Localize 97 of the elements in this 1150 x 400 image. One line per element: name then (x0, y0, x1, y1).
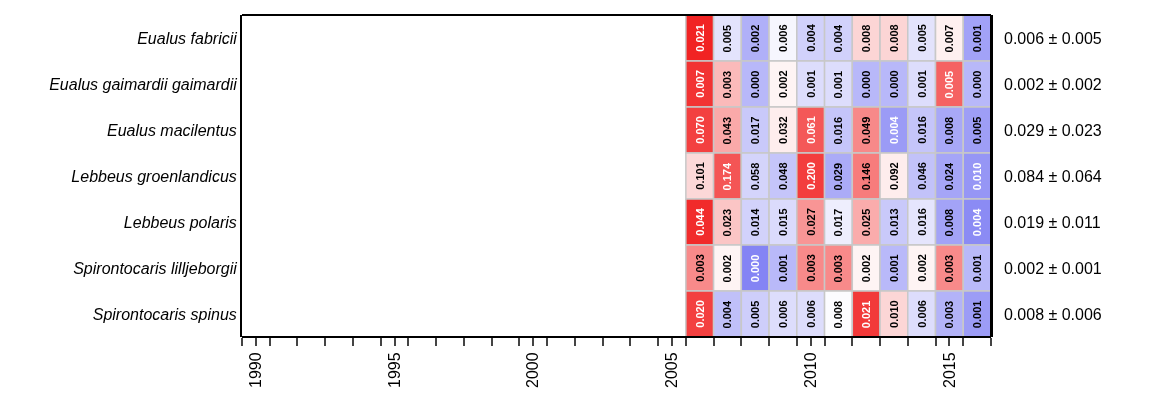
x-tick-label: 2000 (524, 352, 542, 388)
data-label: 0.005 (749, 300, 762, 329)
data-label: 0.017 (832, 208, 845, 237)
data-label: 0.001 (887, 254, 900, 282)
y2-tick-label: 0.084 ± 0.064 (1004, 168, 1102, 185)
data-label: 0.002 (776, 70, 789, 98)
data-label: 0.005 (721, 24, 734, 53)
y-tick-label: Eualus gaimardii gaimardii (49, 75, 238, 93)
data-label: 0.000 (971, 70, 984, 99)
data-label: 0.004 (887, 115, 900, 144)
data-label: 0.010 (887, 300, 900, 328)
data-label: 0.049 (860, 116, 873, 145)
data-label: 0.024 (943, 161, 956, 191)
data-label: 0.003 (943, 300, 956, 329)
data-label: 0.000 (749, 254, 762, 283)
data-label: 0.004 (721, 300, 734, 329)
y2-tick-label: 0.029 ± 0.023 (1004, 122, 1102, 139)
data-label: 0.003 (721, 70, 734, 99)
y-tick-label: Lebbeus polaris (123, 213, 237, 231)
data-label: 0.004 (804, 23, 817, 52)
data-label: 0.002 (915, 254, 928, 282)
data-label: 0.029 (832, 162, 845, 191)
data-label: 0.058 (749, 162, 762, 191)
data-label: 0.001 (971, 24, 984, 53)
data-label: 0.021 (693, 24, 706, 52)
data-label: 0.006 (776, 300, 789, 328)
y2-tick-label: 0.019 ± 0.011 (1004, 214, 1101, 231)
data-label: 0.003 (943, 254, 956, 283)
data-label: 0.008 (860, 24, 873, 53)
data-label: 0.092 (887, 162, 900, 190)
data-label: 0.006 (776, 24, 789, 52)
y2-tick-label: 0.002 ± 0.002 (1004, 76, 1102, 93)
data-label: 0.003 (832, 254, 845, 283)
data-label: 0.006 (804, 300, 817, 328)
data-label: 0.007 (693, 70, 706, 98)
data-label: 0.003 (804, 254, 817, 282)
data-label: 0.021 (860, 300, 873, 329)
data-label: 0.025 (860, 208, 873, 237)
data-label: 0.020 (693, 300, 706, 328)
data-label: 0.001 (971, 254, 984, 283)
data-label: 0.001 (971, 300, 984, 329)
data-label: 0.146 (860, 162, 873, 191)
data-label: 0.008 (887, 24, 900, 52)
data-label: 0.046 (915, 162, 928, 190)
data-label: 0.174 (721, 162, 734, 191)
data-label: 0.043 (721, 116, 734, 145)
data-label: 0.048 (776, 162, 789, 190)
data-label: 0.001 (776, 254, 789, 282)
data-label: 0.200 (804, 162, 817, 190)
x-tick-label: 2010 (801, 352, 819, 388)
data-label: 0.013 (887, 208, 900, 236)
data-label: 0.001 (804, 70, 817, 98)
y-tick-label: Eualus macilentus (106, 121, 237, 139)
data-label: 0.016 (915, 208, 928, 236)
data-label: 0.001 (915, 70, 928, 98)
x-tick-label: 1990 (247, 352, 265, 388)
data-label: 0.070 (693, 116, 706, 144)
data-label: 0.044 (693, 207, 706, 236)
data-label: 0.016 (832, 116, 845, 145)
y-tick-label: Spirontocaris lilljeborgii (73, 259, 238, 277)
data-label: 0.000 (749, 70, 762, 99)
x-tick-label: 2015 (940, 352, 958, 388)
data-label: 0.000 (887, 70, 900, 98)
data-label: 0.002 (860, 254, 873, 283)
data-label: 0.005 (915, 24, 928, 52)
data-label: 0.101 (693, 162, 706, 190)
data-label: 0.007 (943, 24, 956, 53)
x-tick-label: 2005 (663, 352, 681, 388)
data-label: 0.010 (971, 162, 984, 191)
y2-tick-label: 0.008 ± 0.006 (1004, 306, 1102, 323)
data-label: 0.004 (832, 24, 845, 53)
y-tick-label: Spirontocaris spinus (92, 305, 237, 323)
data-label: 0.008 (943, 208, 956, 237)
data-label: 0.015 (776, 208, 789, 236)
data-label: 0.000 (860, 70, 873, 99)
data-label: 0.006 (915, 300, 928, 328)
data-label: 0.016 (915, 116, 928, 144)
data-label: 0.008 (832, 300, 845, 329)
x-tick-label: 1995 (385, 352, 403, 388)
data-label: 0.008 (943, 116, 956, 145)
y2-tick-label: 0.002 ± 0.001 (1004, 260, 1102, 277)
data-label: 0.023 (721, 208, 734, 237)
data-label: 0.005 (943, 70, 956, 99)
y2-tick-label: 0.006 ± 0.005 (1004, 30, 1102, 47)
data-label: 0.027 (804, 208, 817, 236)
data-label: 0.061 (804, 116, 817, 144)
data-label: 0.014 (749, 207, 762, 237)
data-label: 0.032 (776, 116, 789, 144)
data-label: 0.001 (832, 70, 845, 99)
data-label: 0.004 (971, 207, 984, 237)
y-tick-label: Eualus fabricii (137, 29, 238, 47)
data-label: 0.002 (721, 254, 734, 283)
data-label: 0.003 (693, 254, 706, 282)
data-label: 0.005 (971, 116, 984, 145)
y-tick-label: Lebbeus groenlandicus (71, 167, 237, 185)
data-label: 0.017 (749, 116, 762, 145)
data-label: 0.002 (749, 24, 762, 53)
